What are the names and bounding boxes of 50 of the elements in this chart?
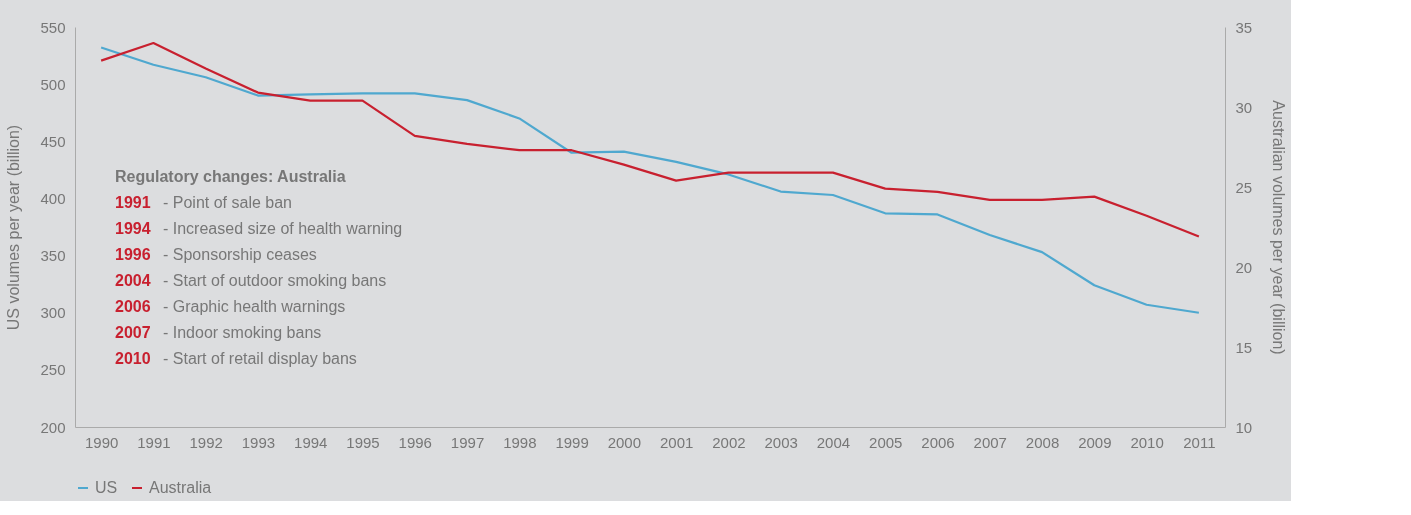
y-tick-label: 250 [40,361,66,379]
legend-label: US [95,479,118,496]
y-axis-title: US volumes per year (billion) [5,124,23,331]
x-tick-label: 2008 [1025,433,1060,451]
y2-axis-title: Australian volumes per year (billion) [1270,100,1288,355]
x-tick-label: 1997 [450,433,485,451]
y-tick-label: 350 [40,247,66,265]
y-tick-label: 450 [40,132,66,150]
x-tick-label: 1995 [346,433,380,451]
y2-tick-label: 10 [1235,418,1253,436]
text: 2007 - Indoor smoking bans [115,324,322,341]
x-tick-label: 2005 [869,433,903,451]
x-tick-label: 2002 [712,433,746,451]
x-tick-label: 1990 [84,433,119,451]
text: 1996 - Sponsorship ceases [115,246,317,263]
text: 2006 - Graphic health warnings [115,298,346,315]
text: 2010 - Start of retail display bans [115,350,357,367]
x-tick-label: 1996 [398,433,432,451]
x-tick-label: 2003 [764,433,798,451]
annotation: Regulatory changes: Australia [115,168,346,185]
y2-tick-label: 25 [1235,178,1253,196]
x-tick-label: 1999 [555,433,589,451]
y-tick-label: 300 [40,304,66,322]
y2-tick-label: 15 [1235,338,1253,356]
y2-tick-label: 20 [1235,258,1253,276]
y2-tick-label: 30 [1235,98,1253,116]
x-tick-label: 1994 [294,433,328,451]
text: 1994 - Increased size of health warning [115,220,403,237]
text: 1991 - Point of sale ban [115,194,292,211]
x-tick-label: 2009 [1078,433,1112,451]
x-tick-label: 1992 [189,433,223,451]
y-tick-label: 200 [40,418,66,436]
y-tick-label: 400 [40,189,66,207]
x-tick-label: 1998 [503,433,537,451]
x-tick-label: 2001 [659,433,694,451]
x-tick-label: 1991 [137,433,171,451]
y-tick-label: 550 [40,18,66,36]
x-tick-label: 2007 [973,433,1007,451]
x-tick-label: 2010 [1130,433,1164,451]
y2-tick-label: 35 [1235,18,1253,36]
x-tick-label: 2000 [607,433,642,451]
y-tick-label: 500 [40,75,66,93]
text: 2004 - Start of outdoor smoking bans [115,272,387,289]
x-tick-label: 2011 [1183,433,1216,451]
x-tick-label: 2004 [816,433,851,451]
line-series [100,46,1200,314]
line-series [100,41,1200,238]
legend-label: Australia [149,479,212,496]
x-tick-label: 2006 [921,433,955,451]
x-tick-label: 1993 [241,433,276,451]
